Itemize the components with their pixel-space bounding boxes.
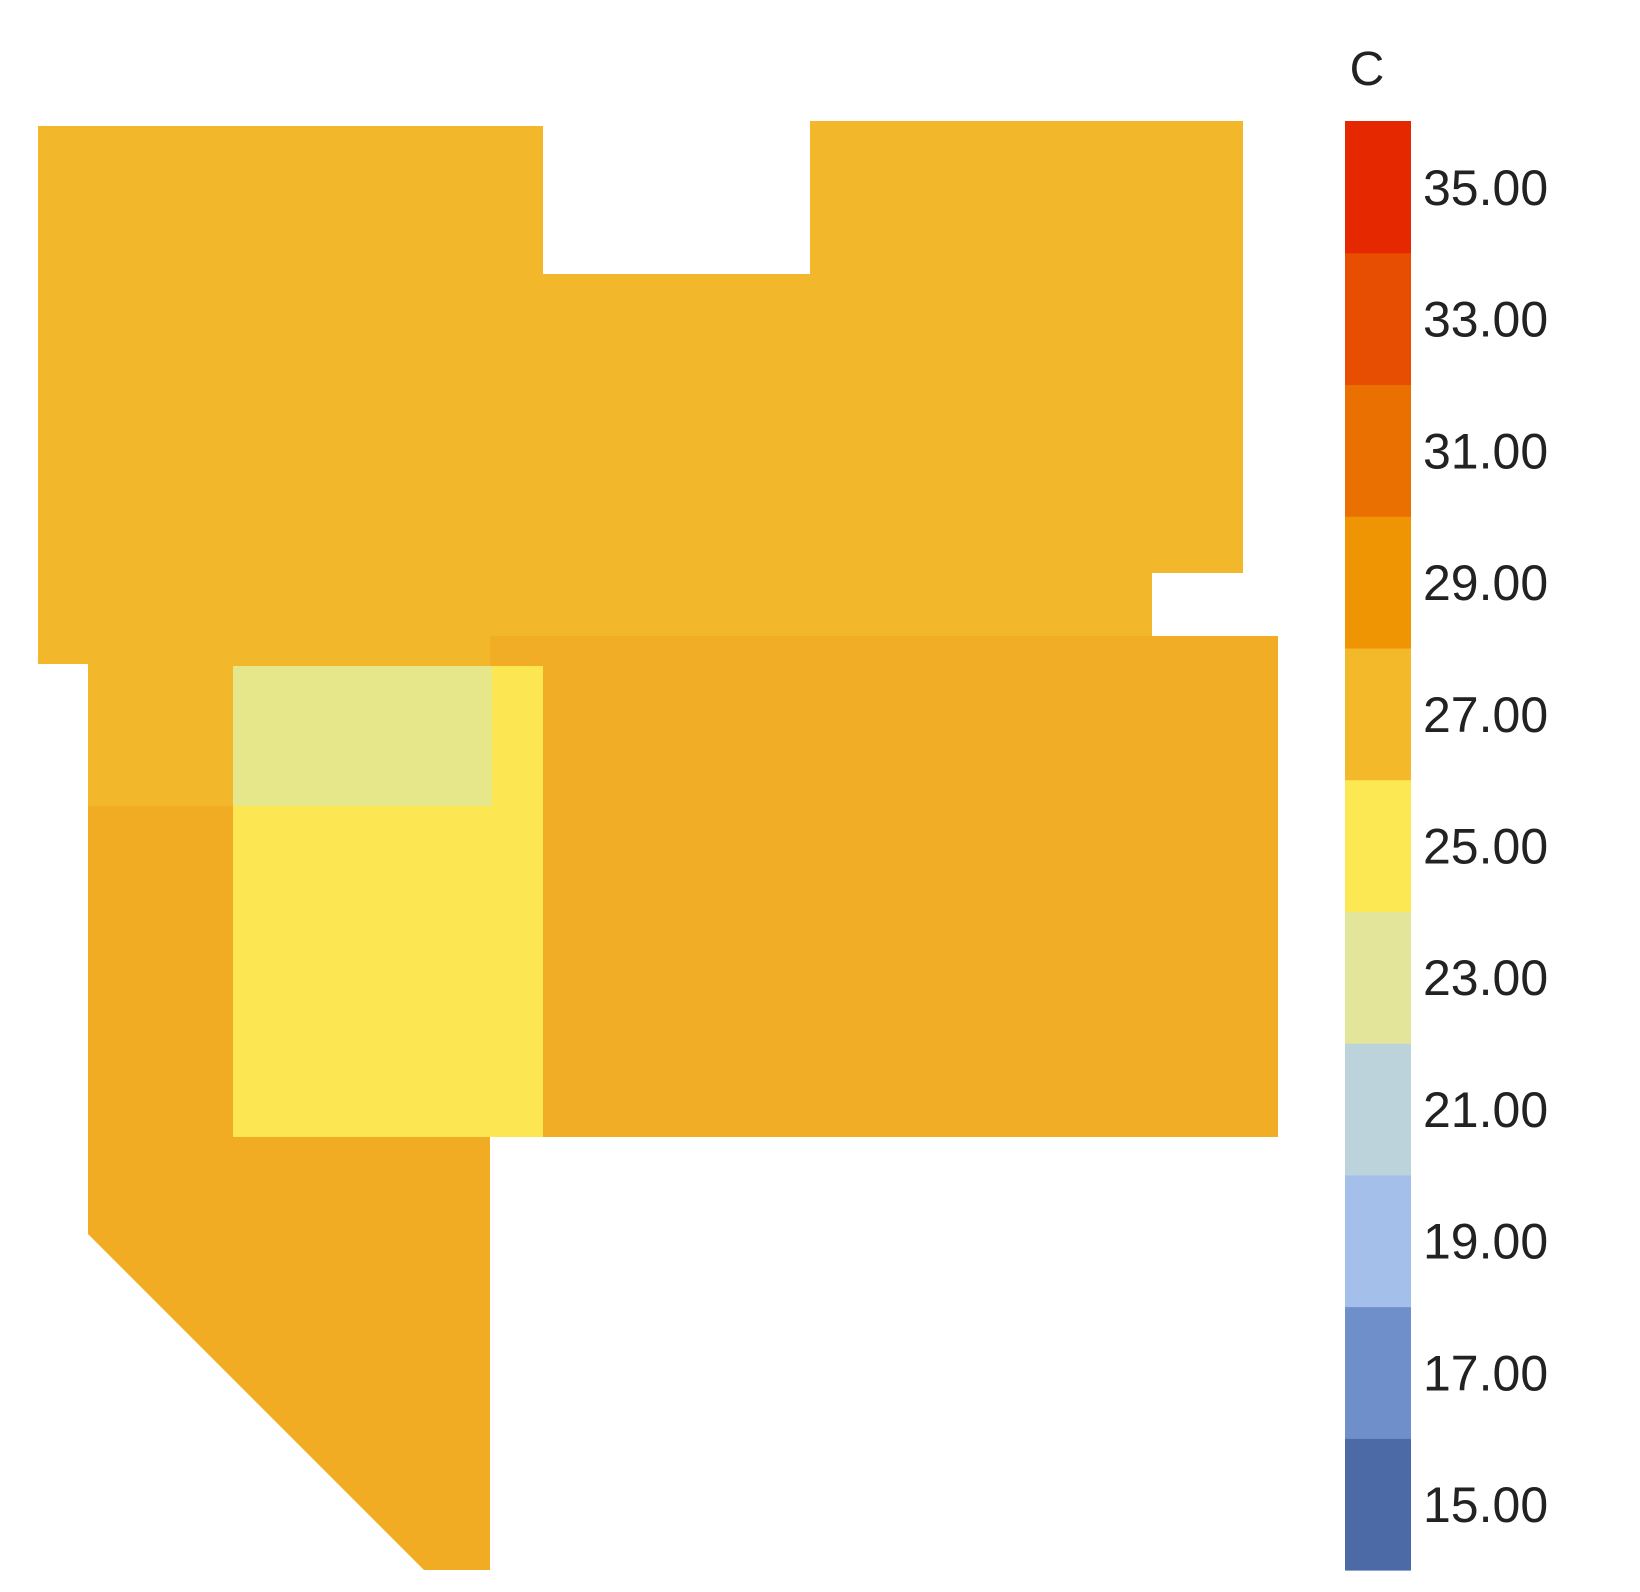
colorbar-band-2 [1345,1174,1411,1308]
colorbar-tick-label: 29.00 [1423,555,1548,611]
colorbar-band-0 [1345,1438,1411,1571]
zone-central-light [233,666,492,806]
zone-east [490,636,1278,1137]
zone-west-strip [88,664,233,806]
colorbar-tick-label: 33.00 [1423,292,1548,348]
colorbar-band-5 [1345,779,1411,912]
zone-north [38,121,1243,666]
colorbar-ticks: 15.00 17.00 19.00 21.00 23.00 25.00 27.00 29.00… [1423,160,1548,1533]
colorbar-tick-label: 23.00 [1423,950,1548,1006]
colorbar-band-10 [1345,121,1411,254]
zone-west-lower [88,806,233,1137]
colorbar-band-3 [1345,1043,1411,1176]
colorbar-tick-label: 19.00 [1423,1214,1548,1270]
colorbar-tick-label: 17.00 [1423,1345,1548,1401]
zone-central-yellow [233,666,543,1137]
colorbar-tick-label: 15.00 [1423,1477,1548,1533]
colorbar-band-7 [1345,516,1411,649]
colorbar-tick-label: 31.00 [1423,423,1548,479]
colorbar-band-4 [1345,911,1411,1044]
colorbar-tick-label: 35.00 [1423,160,1548,216]
colorbar-unit-label: C [1350,43,1385,96]
colorbar-band-6 [1345,647,1411,781]
colorbar-band-9 [1345,252,1411,386]
colorbar-tick-label: 27.00 [1423,687,1548,743]
colorbar-band-1 [1345,1306,1411,1439]
zone-southwest [88,1137,490,1570]
colorbar: C 15.00 17.00 19.00 21.00 23.00 25.00 27.00 29.… [1345,43,1548,1571]
colorbar-bands [1345,121,1411,1571]
colorbar-tick-label: 25.00 [1423,819,1548,875]
colorbar-band-8 [1345,384,1411,517]
floor-plan [38,121,1278,1570]
colorbar-tick-label: 21.00 [1423,1082,1548,1138]
